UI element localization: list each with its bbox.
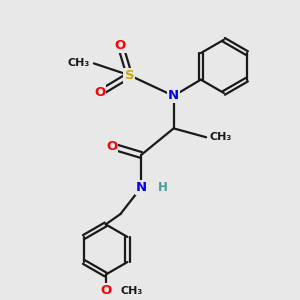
Text: H: H <box>158 181 167 194</box>
Text: CH₃: CH₃ <box>209 132 231 142</box>
Text: S: S <box>124 69 134 82</box>
Text: O: O <box>115 39 126 52</box>
Text: N: N <box>136 181 147 194</box>
Text: O: O <box>100 284 111 297</box>
Text: CH₃: CH₃ <box>121 286 143 296</box>
Text: O: O <box>106 140 117 153</box>
Text: N: N <box>168 89 179 102</box>
Text: CH₃: CH₃ <box>67 58 89 68</box>
Text: O: O <box>94 86 105 99</box>
